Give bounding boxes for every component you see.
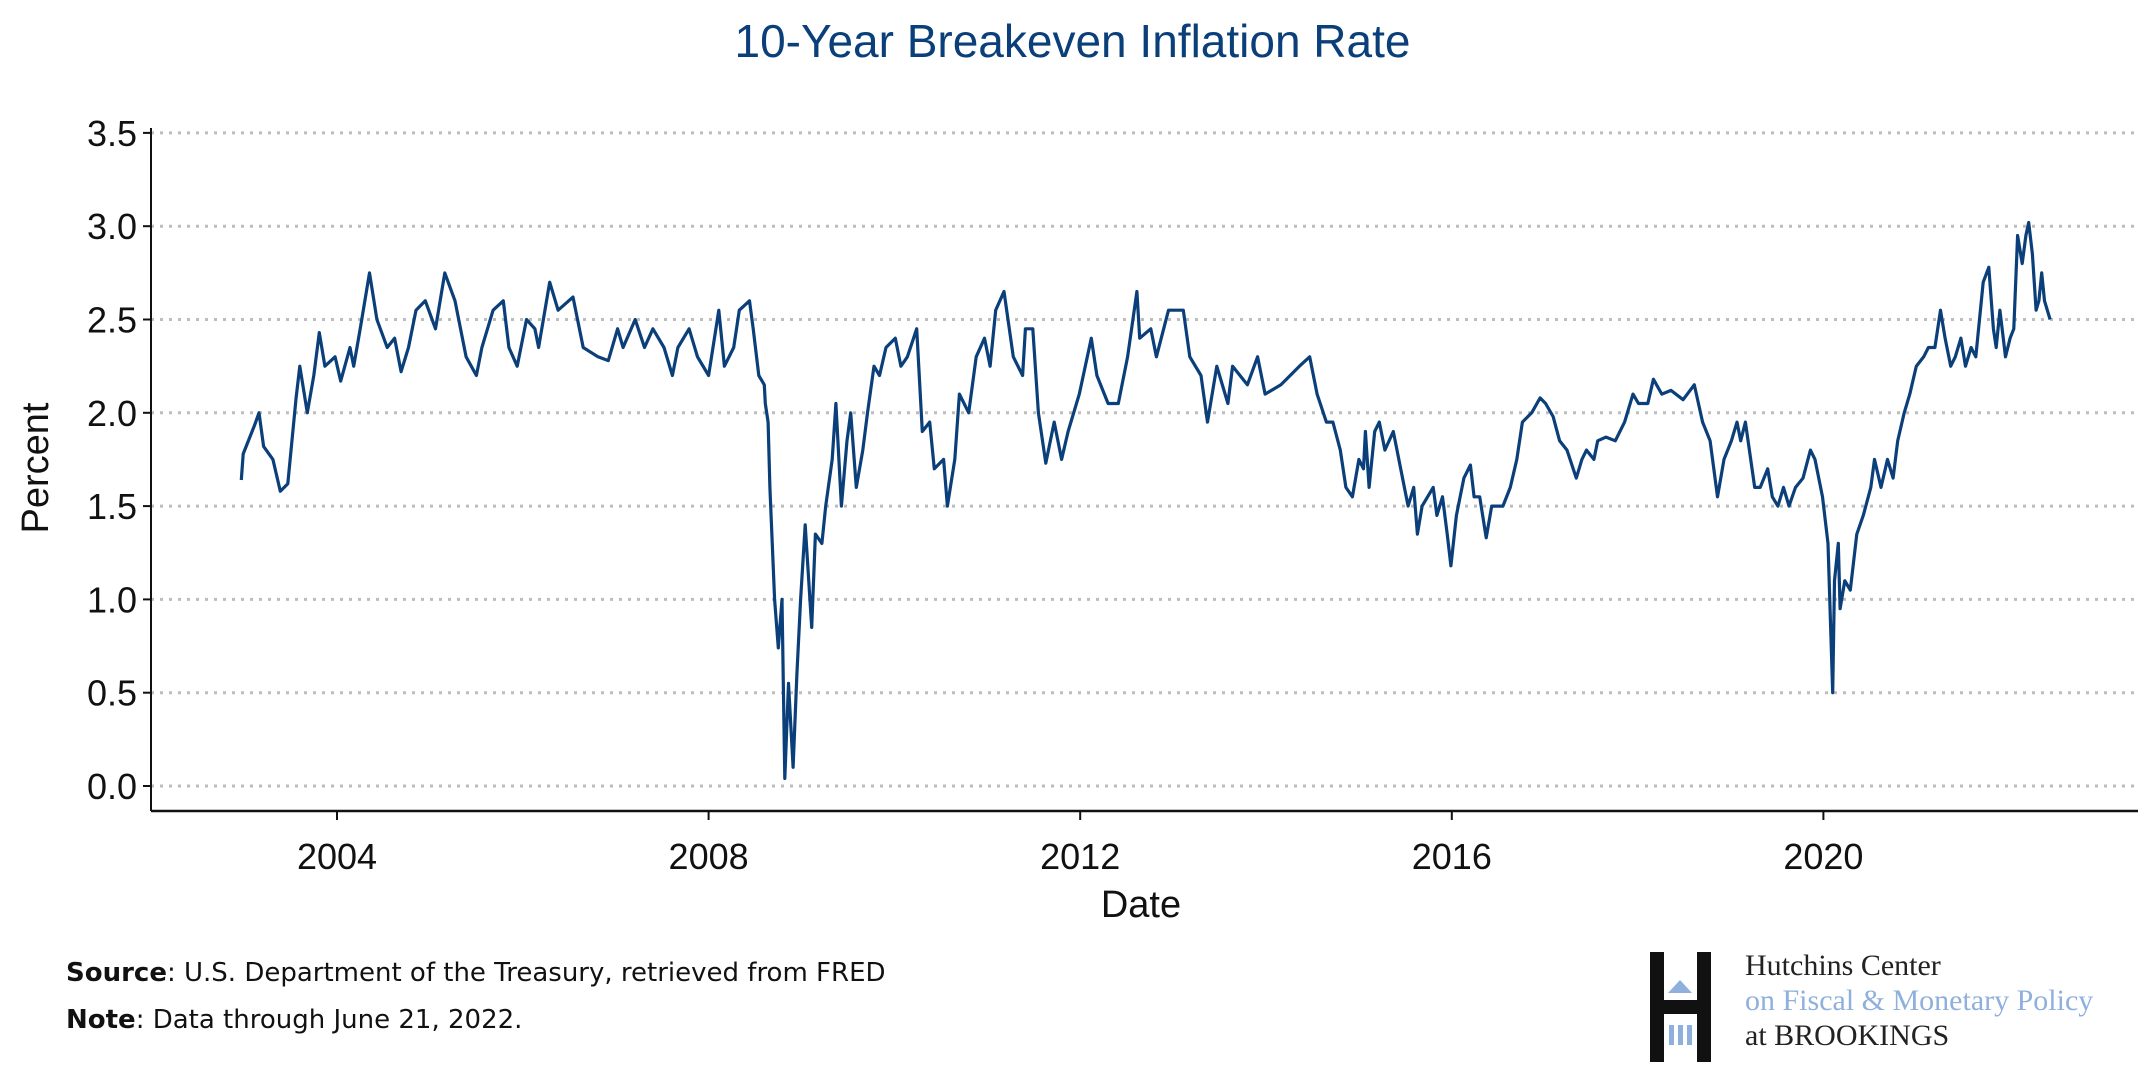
y-axis-label: Percent: [15, 402, 57, 533]
logo-line-2: on Fiscal & Monetary Policy: [1745, 984, 2094, 1017]
source-label: Source: [66, 958, 167, 988]
y-tick-label: 0.0: [87, 766, 137, 807]
note-text: : Data through June 21, 2022.: [135, 1005, 523, 1035]
source-text: : U.S. Department of the Treasury, retri…: [166, 958, 886, 988]
tick-labels: 0.0 0.5 1.0 1.5 2.0 2.5 3.0 3.5 2004 2008 2012 2016…: [87, 113, 1863, 877]
x-tick-label: 2012: [1040, 836, 1120, 877]
x-tick-label: 2004: [297, 836, 377, 877]
note-label: Note: [66, 1005, 136, 1035]
y-tick-label: 3.5: [87, 113, 137, 154]
y-tick-label: 1.0: [87, 579, 137, 620]
y-tick-label: 2.0: [87, 393, 137, 434]
logo-line-1: Hutchins Center: [1745, 949, 1941, 982]
data-note: Note: Data through June 21, 2022.: [66, 1005, 522, 1035]
series-line-breakeven: [239, 220, 2052, 781]
axes: [143, 128, 2138, 820]
x-tick-label: 2020: [1783, 836, 1863, 877]
y-tick-label: 3.0: [87, 206, 137, 247]
hutchins-logo-mark: [1650, 952, 1711, 1062]
y-tick-label: 0.5: [87, 673, 137, 714]
y-tick-label: 1.5: [87, 486, 137, 527]
gridlines: [151, 131, 2138, 788]
y-tick-label: 2.5: [87, 300, 137, 341]
chart-title: 10-Year Breakeven Inflation Rate: [734, 15, 1411, 67]
source-note: Source: U.S. Department of the Treasury,…: [66, 958, 886, 988]
x-axis-label: Date: [1101, 884, 1181, 926]
x-tick-label: 2008: [669, 836, 749, 877]
logo-line-3: at BROOKINGS: [1745, 1019, 1950, 1052]
x-tick-label: 2016: [1412, 836, 1492, 877]
